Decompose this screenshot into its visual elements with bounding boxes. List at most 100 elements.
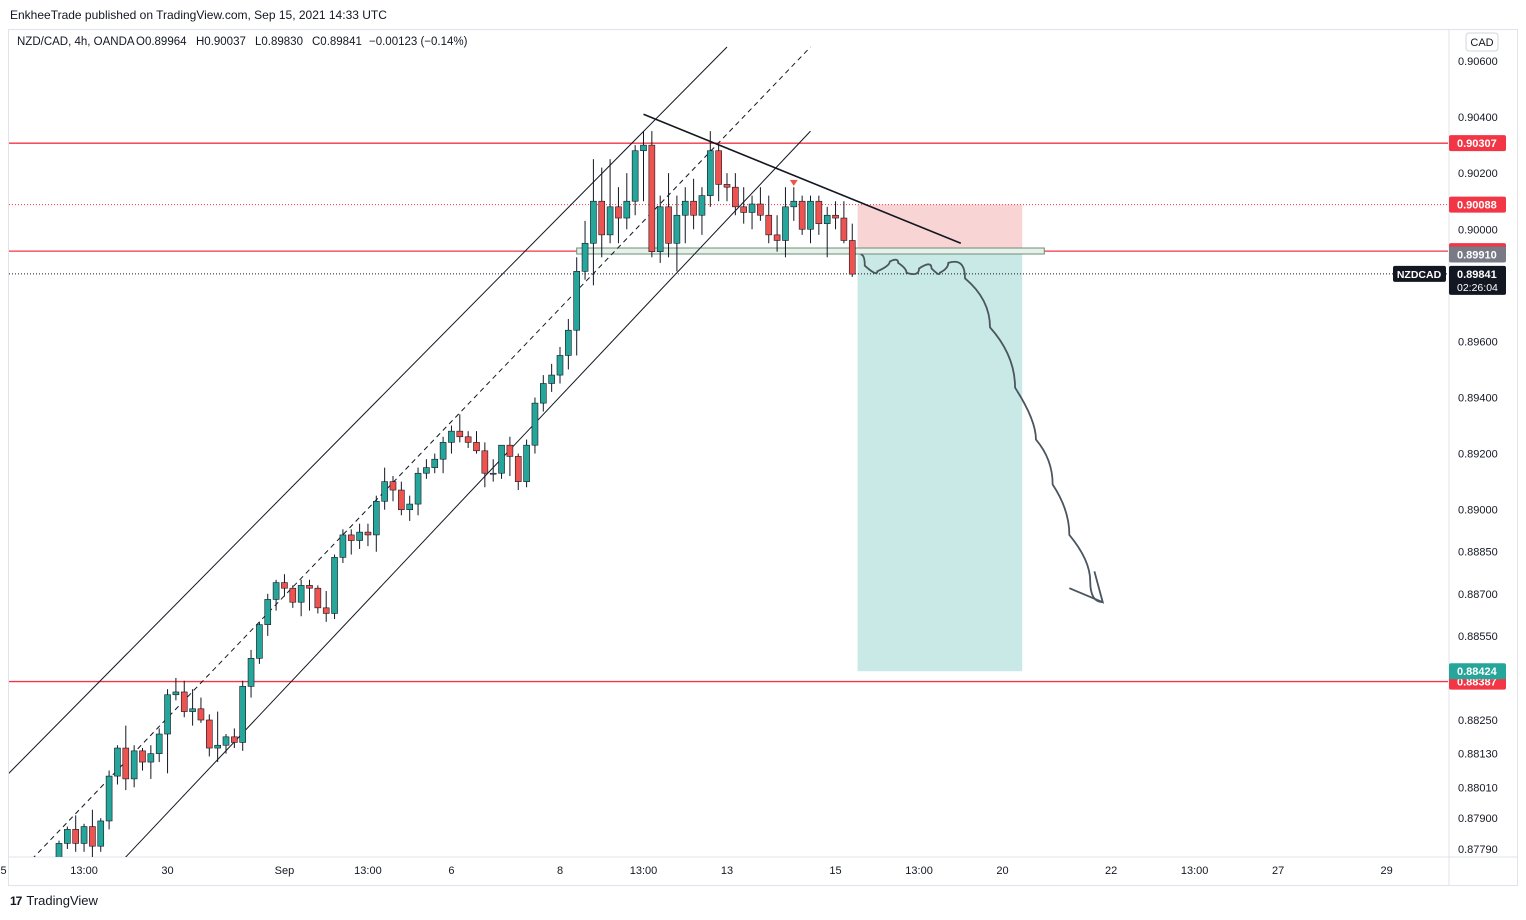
candle <box>698 187 706 235</box>
candle-body <box>573 271 581 331</box>
candle-body <box>147 753 155 763</box>
candle-body <box>606 206 614 236</box>
price-tick-label: 0.89600 <box>1458 336 1498 348</box>
candle <box>773 215 781 252</box>
symbol-tag-box <box>1393 265 1446 282</box>
time-tick-label: 15 <box>829 865 841 877</box>
price-tick-label: 0.89000 <box>1458 505 1498 517</box>
currency-badge[interactable]: CAD <box>1470 37 1493 49</box>
candle <box>590 159 597 286</box>
trend-line <box>643 113 962 245</box>
candle-body <box>706 150 714 196</box>
projection-path <box>860 253 1105 604</box>
candle <box>406 495 414 521</box>
candle <box>732 173 739 216</box>
price-tick-label: 0.88700 <box>1458 589 1498 601</box>
channel-line <box>9 46 728 774</box>
candle <box>473 431 480 454</box>
candle-body <box>464 436 472 443</box>
candle <box>423 459 430 479</box>
candle-body <box>206 719 213 749</box>
candle <box>807 195 814 244</box>
candle-body <box>214 744 221 749</box>
candle-body <box>815 200 823 224</box>
candle-body <box>372 500 380 536</box>
time-tick-label: 13:00 <box>70 865 98 877</box>
candle <box>706 131 714 207</box>
candle <box>105 770 113 830</box>
legend-close: C0.89841 <box>312 36 362 48</box>
candle-body <box>331 557 338 614</box>
candle-body <box>690 200 697 216</box>
candle-body <box>281 582 288 589</box>
candle-body <box>448 430 455 443</box>
candle <box>214 711 221 763</box>
symbol-tag: NZDCAD <box>1397 269 1442 281</box>
candle <box>539 375 547 412</box>
candle-body <box>189 708 196 712</box>
time-tick-label: 8 <box>557 865 563 877</box>
price-tick-label: 0.87790 <box>1458 844 1498 856</box>
candle <box>64 826 71 849</box>
candle <box>790 187 798 221</box>
candle-body <box>356 531 363 541</box>
candle-body <box>489 472 497 475</box>
candle <box>832 201 839 230</box>
candle <box>372 495 380 552</box>
candle <box>656 195 664 263</box>
candle-body <box>164 694 171 735</box>
countdown-label: 02:26:04 <box>1457 282 1498 294</box>
time-tick-label: 20 <box>996 865 1008 877</box>
candle <box>848 223 856 277</box>
candle <box>840 201 848 244</box>
candle-body <box>757 203 764 216</box>
candle <box>615 187 622 244</box>
candle-body <box>481 450 489 474</box>
candle-body <box>239 686 246 743</box>
candle <box>623 173 631 230</box>
price-axis: 0.90600 0.90400 0.90200 0.90000 0.89600 0.894… <box>1458 56 1498 856</box>
candle <box>681 187 689 244</box>
candle-body <box>615 206 622 219</box>
candle <box>222 734 230 754</box>
currency-badge-box[interactable] <box>1465 32 1499 52</box>
signal-marker <box>789 179 798 186</box>
level-price-tag: 0.88387 <box>1457 677 1497 689</box>
candle-body <box>623 200 631 219</box>
candle <box>673 195 681 272</box>
candle <box>289 585 297 608</box>
candle <box>548 363 555 392</box>
candle <box>389 476 397 502</box>
candle <box>690 178 697 230</box>
candle-body <box>389 481 397 491</box>
price-tick-label: 0.89400 <box>1458 393 1498 405</box>
level-price-tag-box <box>1449 196 1506 213</box>
take-profit-zone <box>857 251 1023 672</box>
candle <box>481 442 489 488</box>
candle <box>364 523 372 547</box>
time-tick-label: 13:00 <box>1181 865 1209 877</box>
time-tick-label: 27 <box>1272 865 1284 877</box>
candle <box>264 593 272 636</box>
candle <box>565 318 572 370</box>
candle-body <box>807 200 814 230</box>
candle <box>231 728 238 749</box>
time-tick-label: 29 <box>1381 865 1393 877</box>
candle-body <box>773 234 781 241</box>
candle-body <box>473 442 480 452</box>
candle <box>431 453 439 474</box>
candle <box>89 809 96 857</box>
candle <box>55 840 63 857</box>
level-price-tag: 0.90307 <box>1457 138 1497 150</box>
candle-body <box>840 217 848 241</box>
candle-body <box>314 587 322 609</box>
candle <box>648 131 656 258</box>
candle-body <box>55 843 63 857</box>
candle-body <box>648 144 656 252</box>
price-tick-label: 0.88250 <box>1458 715 1498 727</box>
candle-body <box>80 826 88 844</box>
candle <box>665 173 672 258</box>
candle <box>306 579 313 611</box>
time-axis: 25 13:00 30 Sep 13:00 6 8 13:00 13 15 13:00 20 22 13:… <box>0 865 1393 877</box>
